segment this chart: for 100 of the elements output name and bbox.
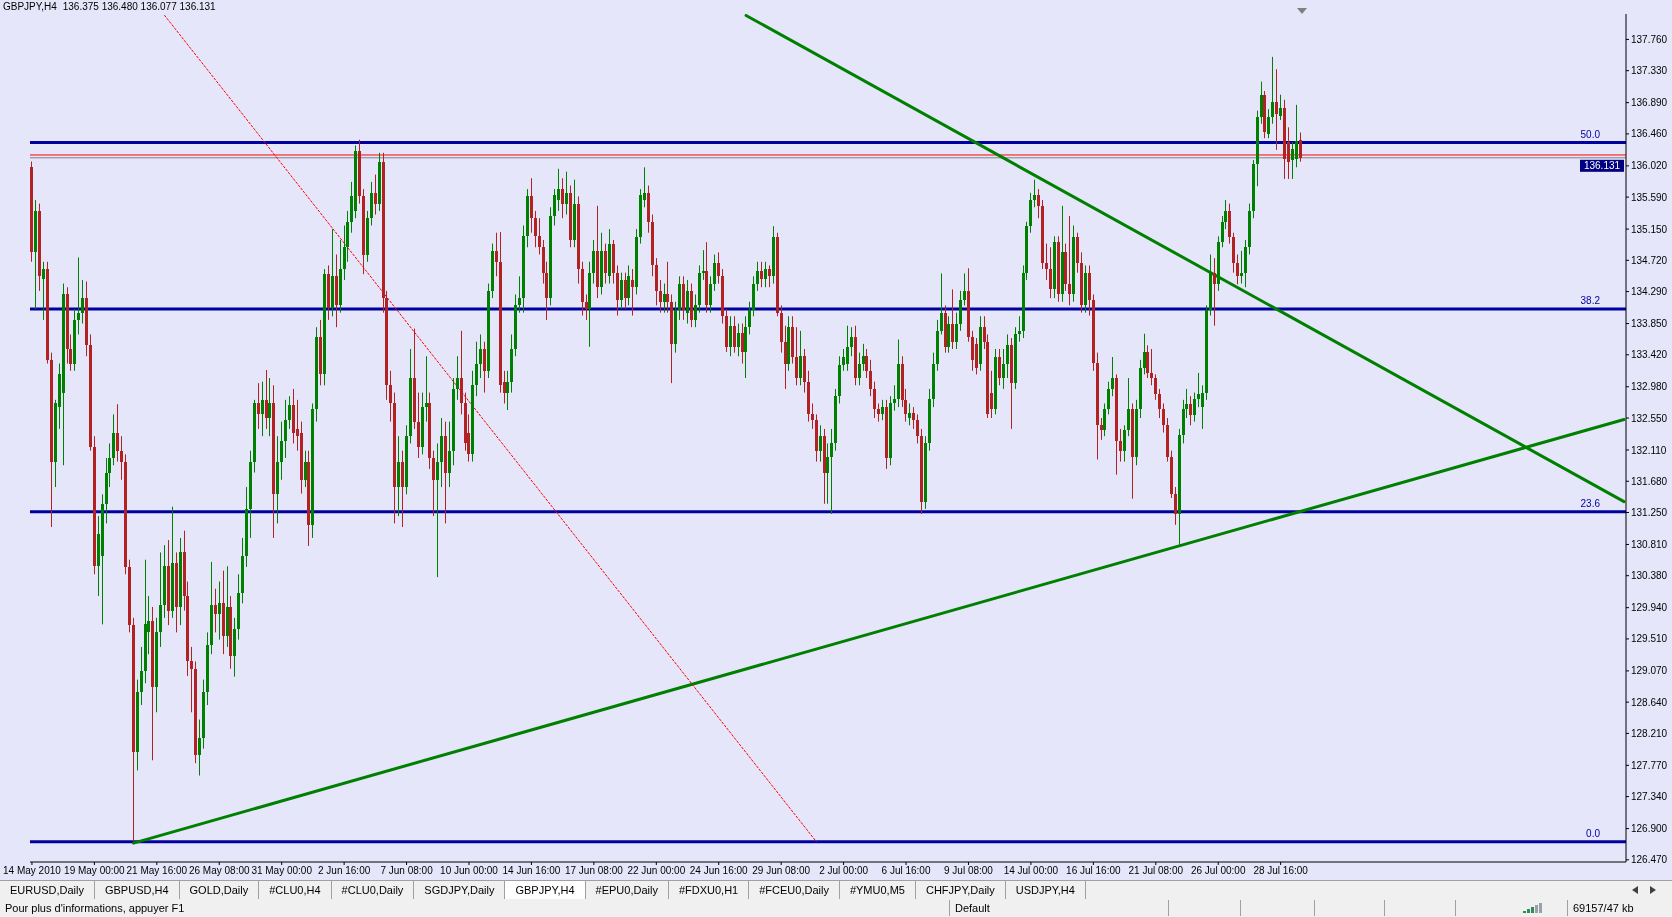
candlestick bbox=[1049, 246, 1052, 299]
candlestick bbox=[1037, 188, 1040, 219]
candlestick bbox=[1279, 94, 1282, 121]
candlestick bbox=[1271, 56, 1274, 125]
candlestick bbox=[198, 719, 201, 777]
candlestick bbox=[475, 341, 478, 397]
candlestick bbox=[483, 341, 486, 394]
candlestick bbox=[436, 442, 439, 578]
candlestick bbox=[858, 352, 861, 386]
candlestick bbox=[811, 402, 814, 430]
candlestick bbox=[846, 325, 849, 372]
candlestick bbox=[912, 406, 915, 430]
candlestick bbox=[709, 275, 712, 314]
candlestick bbox=[42, 261, 45, 321]
candlestick bbox=[214, 588, 217, 633]
candlestick bbox=[1267, 108, 1270, 139]
chart-subtitle: 136.375 136.480 136.077 136.131 bbox=[62, 1, 216, 12]
candlestick bbox=[830, 428, 833, 515]
y-tick-label: 126.900 bbox=[1631, 823, 1668, 835]
candlestick bbox=[733, 315, 736, 354]
candlestick bbox=[916, 413, 919, 444]
candlestick bbox=[624, 272, 627, 310]
candlestick bbox=[1193, 392, 1196, 423]
candlestick bbox=[971, 330, 974, 372]
candlestick bbox=[741, 323, 744, 365]
candlestick bbox=[947, 315, 950, 354]
annotation: 38.2 bbox=[1580, 295, 1600, 308]
candlestick bbox=[663, 283, 666, 314]
x-tick-label: 31 May 00:00 bbox=[251, 865, 313, 877]
candlestick bbox=[1033, 179, 1036, 208]
y-tick-label: 137.760 bbox=[1631, 33, 1668, 45]
candlestick bbox=[764, 261, 767, 288]
y-tick-label: 135.590 bbox=[1631, 191, 1668, 203]
candlestick bbox=[717, 251, 720, 285]
candlestick bbox=[288, 395, 291, 430]
y-tick-label: 128.640 bbox=[1631, 696, 1668, 708]
candlestick bbox=[1158, 388, 1161, 419]
candlestick bbox=[448, 421, 451, 488]
x-tick-label: 14 May 2010 bbox=[3, 865, 62, 877]
candlestick bbox=[257, 382, 260, 430]
y-tick-label: 130.810 bbox=[1631, 539, 1668, 550]
candlestick bbox=[261, 381, 264, 437]
candlestick bbox=[268, 377, 271, 437]
x-tick-label: 2 Jul 00:00 bbox=[819, 865, 869, 877]
candlestick bbox=[1201, 384, 1204, 430]
candlestick bbox=[877, 402, 880, 423]
candlestick bbox=[265, 369, 268, 430]
candlestick bbox=[908, 402, 911, 426]
x-tick-label: 14 Jun 16:00 bbox=[502, 865, 561, 877]
candlestick bbox=[1045, 243, 1048, 281]
candlestick bbox=[585, 293, 588, 321]
annotation: 23.6 bbox=[1580, 497, 1600, 510]
x-tick-label: 21 Jul 08:00 bbox=[1128, 865, 1184, 877]
candlestick bbox=[1275, 68, 1278, 151]
candlestick bbox=[534, 210, 537, 248]
candlestick bbox=[1002, 348, 1005, 390]
candlestick bbox=[1150, 348, 1153, 386]
y-tick-label: 134.720 bbox=[1631, 254, 1668, 266]
candlestick bbox=[760, 261, 763, 288]
candlestick bbox=[284, 399, 287, 459]
y-tick-label: 133.850 bbox=[1631, 318, 1668, 330]
candlestick bbox=[955, 312, 958, 350]
y-tick-label: 136.890 bbox=[1631, 97, 1668, 109]
candlestick bbox=[737, 323, 740, 357]
y-tick-label: 129.940 bbox=[1631, 602, 1668, 614]
candlestick bbox=[627, 264, 630, 306]
candlestick bbox=[620, 272, 623, 310]
candlestick bbox=[713, 254, 716, 292]
tab: GBPJPY,H4 bbox=[505, 881, 586, 899]
candlestick bbox=[538, 217, 541, 256]
candlestick bbox=[518, 275, 521, 314]
x-tick-label: 9 Jul 08:00 bbox=[944, 865, 994, 877]
y-tick-label: 130.380 bbox=[1631, 570, 1668, 582]
y-tick-label: 134.290 bbox=[1631, 286, 1668, 298]
x-tick-label: 26 May 08:00 bbox=[188, 865, 250, 877]
candlestick bbox=[1154, 373, 1157, 401]
candlestick bbox=[374, 174, 377, 216]
candlestick bbox=[842, 348, 845, 372]
candlestick bbox=[881, 399, 884, 421]
status-field: Pour plus d'informations, appuyer F1 bbox=[0, 900, 949, 916]
candlestick bbox=[218, 581, 221, 641]
y-tick-label: 135.150 bbox=[1631, 223, 1668, 235]
candlestick bbox=[1006, 333, 1009, 379]
x-tick-label: 2 Jun 16:00 bbox=[317, 865, 371, 877]
y-tick-label: 136.460 bbox=[1631, 128, 1668, 140]
candlestick bbox=[389, 370, 392, 423]
candlestick bbox=[1111, 356, 1114, 397]
candlestick bbox=[432, 450, 435, 517]
y-tick-label: 127.770 bbox=[1631, 759, 1668, 771]
candlestick bbox=[1119, 428, 1122, 463]
x-tick-label: 16 Jul 16:00 bbox=[1066, 865, 1122, 877]
candlestick bbox=[998, 348, 1001, 386]
y-tick-label: 137.330 bbox=[1631, 65, 1668, 77]
candlestick bbox=[729, 315, 732, 357]
candlestick bbox=[116, 403, 119, 463]
candlestick bbox=[799, 330, 802, 386]
candlestick bbox=[592, 239, 595, 285]
x-tick-label: 10 Jun 00:00 bbox=[440, 865, 499, 877]
candlestick bbox=[862, 343, 865, 372]
x-tick-label: 28 Jul 16:00 bbox=[1253, 865, 1309, 877]
